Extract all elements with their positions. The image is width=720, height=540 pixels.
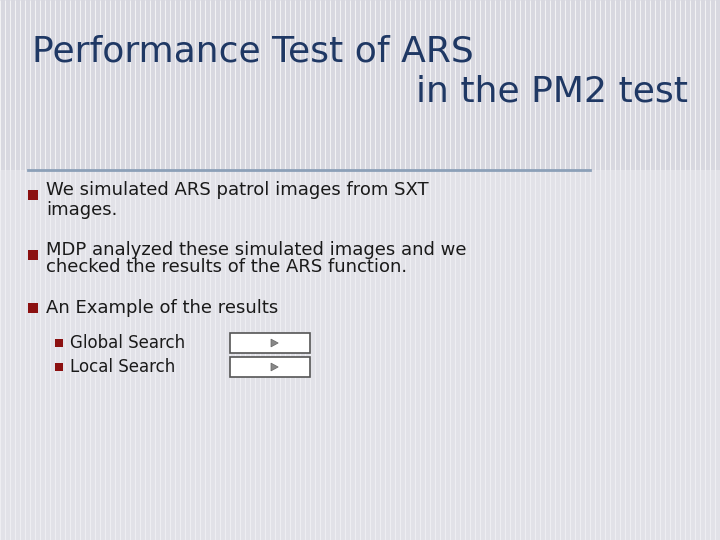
- Bar: [28, 190, 38, 200]
- Polygon shape: [271, 363, 278, 371]
- Bar: [55, 339, 63, 347]
- Text: An Example of the results: An Example of the results: [46, 299, 278, 317]
- Text: checked the results of the ARS function.: checked the results of the ARS function.: [46, 258, 407, 276]
- Text: We simulated ARS patrol images from SXT: We simulated ARS patrol images from SXT: [46, 181, 428, 199]
- Bar: [0, 0, 720, 170]
- Text: in the PM2 test: in the PM2 test: [416, 75, 688, 109]
- Polygon shape: [271, 339, 278, 347]
- Text: Global Search: Global Search: [70, 334, 185, 352]
- Text: Local Search: Local Search: [70, 358, 175, 376]
- Text: Performance Test of ARS: Performance Test of ARS: [32, 35, 474, 69]
- Bar: [230, 357, 310, 377]
- Bar: [230, 333, 310, 353]
- Bar: [28, 303, 38, 313]
- Bar: [28, 250, 38, 260]
- Text: MDP analyzed these simulated images and we: MDP analyzed these simulated images and …: [46, 241, 467, 259]
- Text: images.: images.: [46, 201, 117, 219]
- Bar: [55, 363, 63, 371]
